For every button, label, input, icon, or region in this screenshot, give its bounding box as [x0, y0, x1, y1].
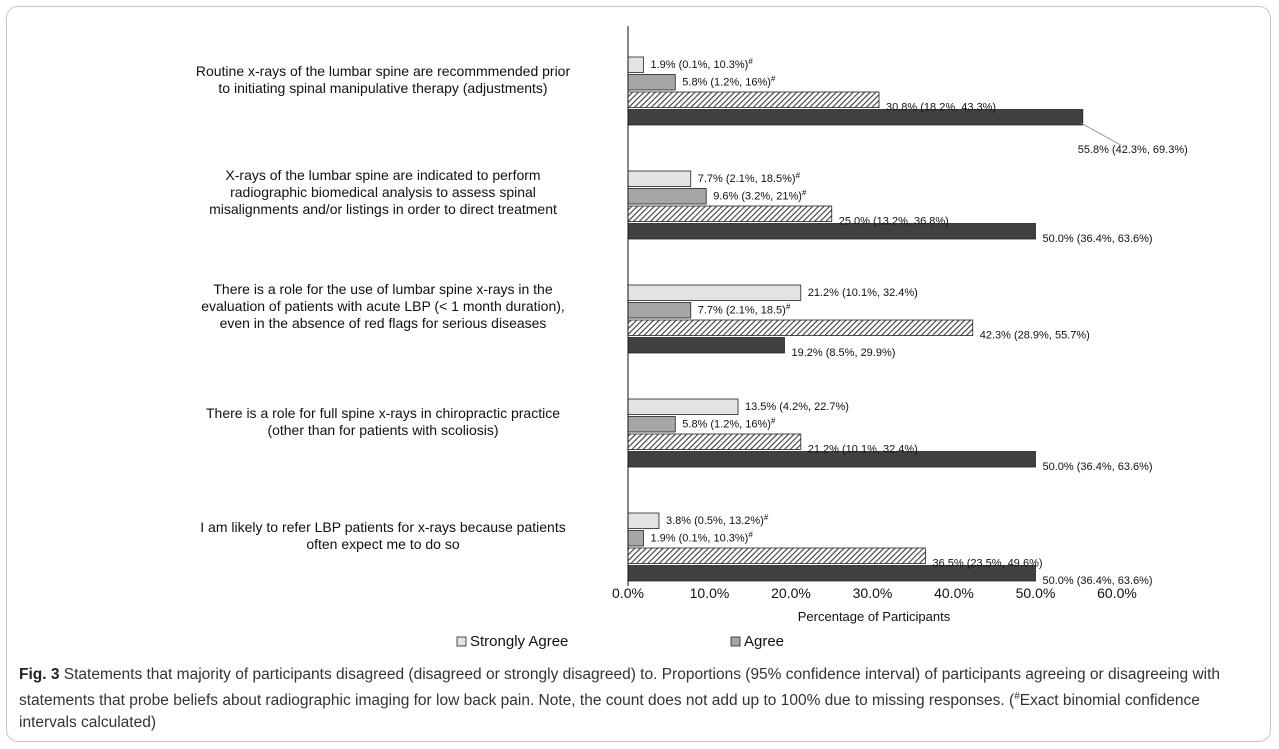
- bar-strongly-agree: [627, 56, 644, 73]
- x-tick-label: 60.0%: [1097, 585, 1137, 601]
- data-label: 55.8% (42.3%, 69.3%): [1078, 144, 1188, 156]
- category-label-line: often expect me to do so: [306, 536, 460, 552]
- caption-superscript: #: [1014, 691, 1020, 702]
- bar-strongly-agree: [627, 170, 692, 187]
- category-label: There is a role for full spine x-rays in…: [206, 405, 560, 438]
- data-label: 30.8% (18.2%, 43.3%): [886, 102, 996, 114]
- data-label: 21.2% (10.1%, 32.4%): [808, 287, 918, 299]
- legend-swatch: [456, 636, 467, 647]
- bar-strongly-agree: [627, 512, 660, 529]
- bar-strongly-agree: [627, 398, 739, 415]
- leader-line: [1080, 122, 1121, 146]
- data-label: 13.5% (4.2%, 22.7%): [745, 401, 849, 413]
- category-label-line: radiographic biomedical analysis to asse…: [230, 184, 536, 200]
- category-label-line: evaluation of patients with acute LBP (<…: [201, 298, 565, 314]
- data-label: 9.6% (3.2%, 21%)#: [713, 188, 807, 202]
- data-labels: 1.9% (0.1%, 10.3%)# 5.8% (1.2%, 16%)# 30.8…: [650, 57, 1187, 587]
- data-label: 5.8% (1.2%, 16%)#: [682, 74, 776, 88]
- data-label: 50.0% (36.4%, 63.6%): [1043, 575, 1153, 587]
- category-label-line: misalignments and/or listings in order t…: [209, 201, 557, 217]
- data-label: 1.9% (0.1%, 10.3%)#: [650, 530, 753, 544]
- category-label-line: There is a role for full spine x-rays in…: [206, 405, 560, 421]
- x-tick-label: 40.0%: [934, 585, 974, 601]
- bar-series-4: [627, 109, 1084, 126]
- data-label: 50.0% (36.4%, 63.6%): [1043, 233, 1153, 245]
- bar-agree: [627, 302, 692, 319]
- x-axis-title: Percentage of Participants: [798, 609, 951, 624]
- bar-agree: [627, 74, 676, 91]
- data-label: 50.0% (36.4%, 63.6%): [1043, 461, 1153, 473]
- data-label: 7.7% (2.1%, 18.5%)#: [698, 171, 801, 185]
- bar-strongly-agree: [627, 284, 802, 301]
- data-label: 42.3% (28.9%, 55.7%): [980, 330, 1090, 342]
- category-label-line: X-rays of the lumbar spine are indicated…: [225, 167, 540, 183]
- bar-agree: [627, 530, 644, 547]
- figure-frame: [6, 6, 1271, 742]
- bar-series-3: [627, 433, 802, 450]
- bar-series-3: [627, 319, 974, 336]
- x-tick-label: 30.0%: [853, 585, 893, 601]
- data-label: 3.8% (0.5%, 13.2%)#: [666, 513, 769, 527]
- category-label: X-rays of the lumbar spine are indicated…: [209, 167, 557, 217]
- bars: [627, 56, 1084, 582]
- bar-agree: [627, 416, 676, 433]
- x-tick-label: 50.0%: [1016, 585, 1056, 601]
- category-label-line: Routine x-rays of the lumbar spine are r…: [196, 63, 571, 79]
- legend: Strongly Agree Agree: [456, 633, 784, 650]
- category-label: Routine x-rays of the lumbar spine are r…: [196, 63, 571, 96]
- legend-label: Agree: [744, 633, 784, 650]
- bar-series-4: [627, 223, 1036, 240]
- category-label-line: I am likely to refer LBP patients for x-…: [200, 519, 565, 535]
- category-label: There is a role for the use of lumbar sp…: [201, 281, 565, 331]
- figure-caption: Fig. 3 Statements that majority of parti…: [19, 664, 1254, 734]
- category-label-line: (other than for patients with scoliosis): [267, 422, 498, 438]
- legend-label: Strongly Agree: [470, 633, 568, 650]
- x-axis-ticks: 0.0% 10.0% 20.0% 30.0% 40.0% 50.0% 60.0%: [612, 585, 1137, 601]
- bar-agree: [627, 188, 707, 205]
- data-label: 21.2% (10.1%, 32.4%): [808, 444, 918, 456]
- data-label: 7.7% (2.1%, 18.5)#: [698, 302, 791, 316]
- category-label-line: There is a role for the use of lumbar sp…: [213, 281, 552, 297]
- category-labels: Routine x-rays of the lumbar spine are r…: [196, 63, 571, 552]
- caption-text-end: Exact binomial confidence intervals calc…: [19, 692, 1200, 732]
- caption-text: Statements that majority of participants…: [19, 666, 1221, 710]
- bar-series-3: [627, 205, 833, 222]
- data-label: 19.2% (8.5%, 29.9%): [791, 347, 895, 359]
- x-tick-label: 20.0%: [771, 585, 811, 601]
- data-label: 1.9% (0.1%, 10.3%)#: [650, 57, 753, 71]
- x-tick-label: 10.0%: [690, 585, 730, 601]
- bar-series-3: [627, 91, 880, 108]
- x-tick-label: 0.0%: [612, 585, 644, 601]
- data-label: 36.5% (23.5%, 49.6%): [932, 558, 1042, 570]
- data-label: 5.8% (1.2%, 16%)#: [682, 416, 776, 430]
- bar-series-3: [627, 547, 926, 564]
- category-label-line: to initiating spinal manipulative therap…: [218, 80, 547, 96]
- legend-swatch: [730, 636, 741, 647]
- data-label: 25.0% (13.2%, 36.8%): [839, 216, 949, 228]
- category-label-line: even in the absence of red flags for ser…: [220, 315, 547, 331]
- category-label: I am likely to refer LBP patients for x-…: [200, 519, 565, 552]
- bar-series-4: [627, 337, 785, 354]
- caption-figure-label: Fig. 3: [19, 666, 60, 683]
